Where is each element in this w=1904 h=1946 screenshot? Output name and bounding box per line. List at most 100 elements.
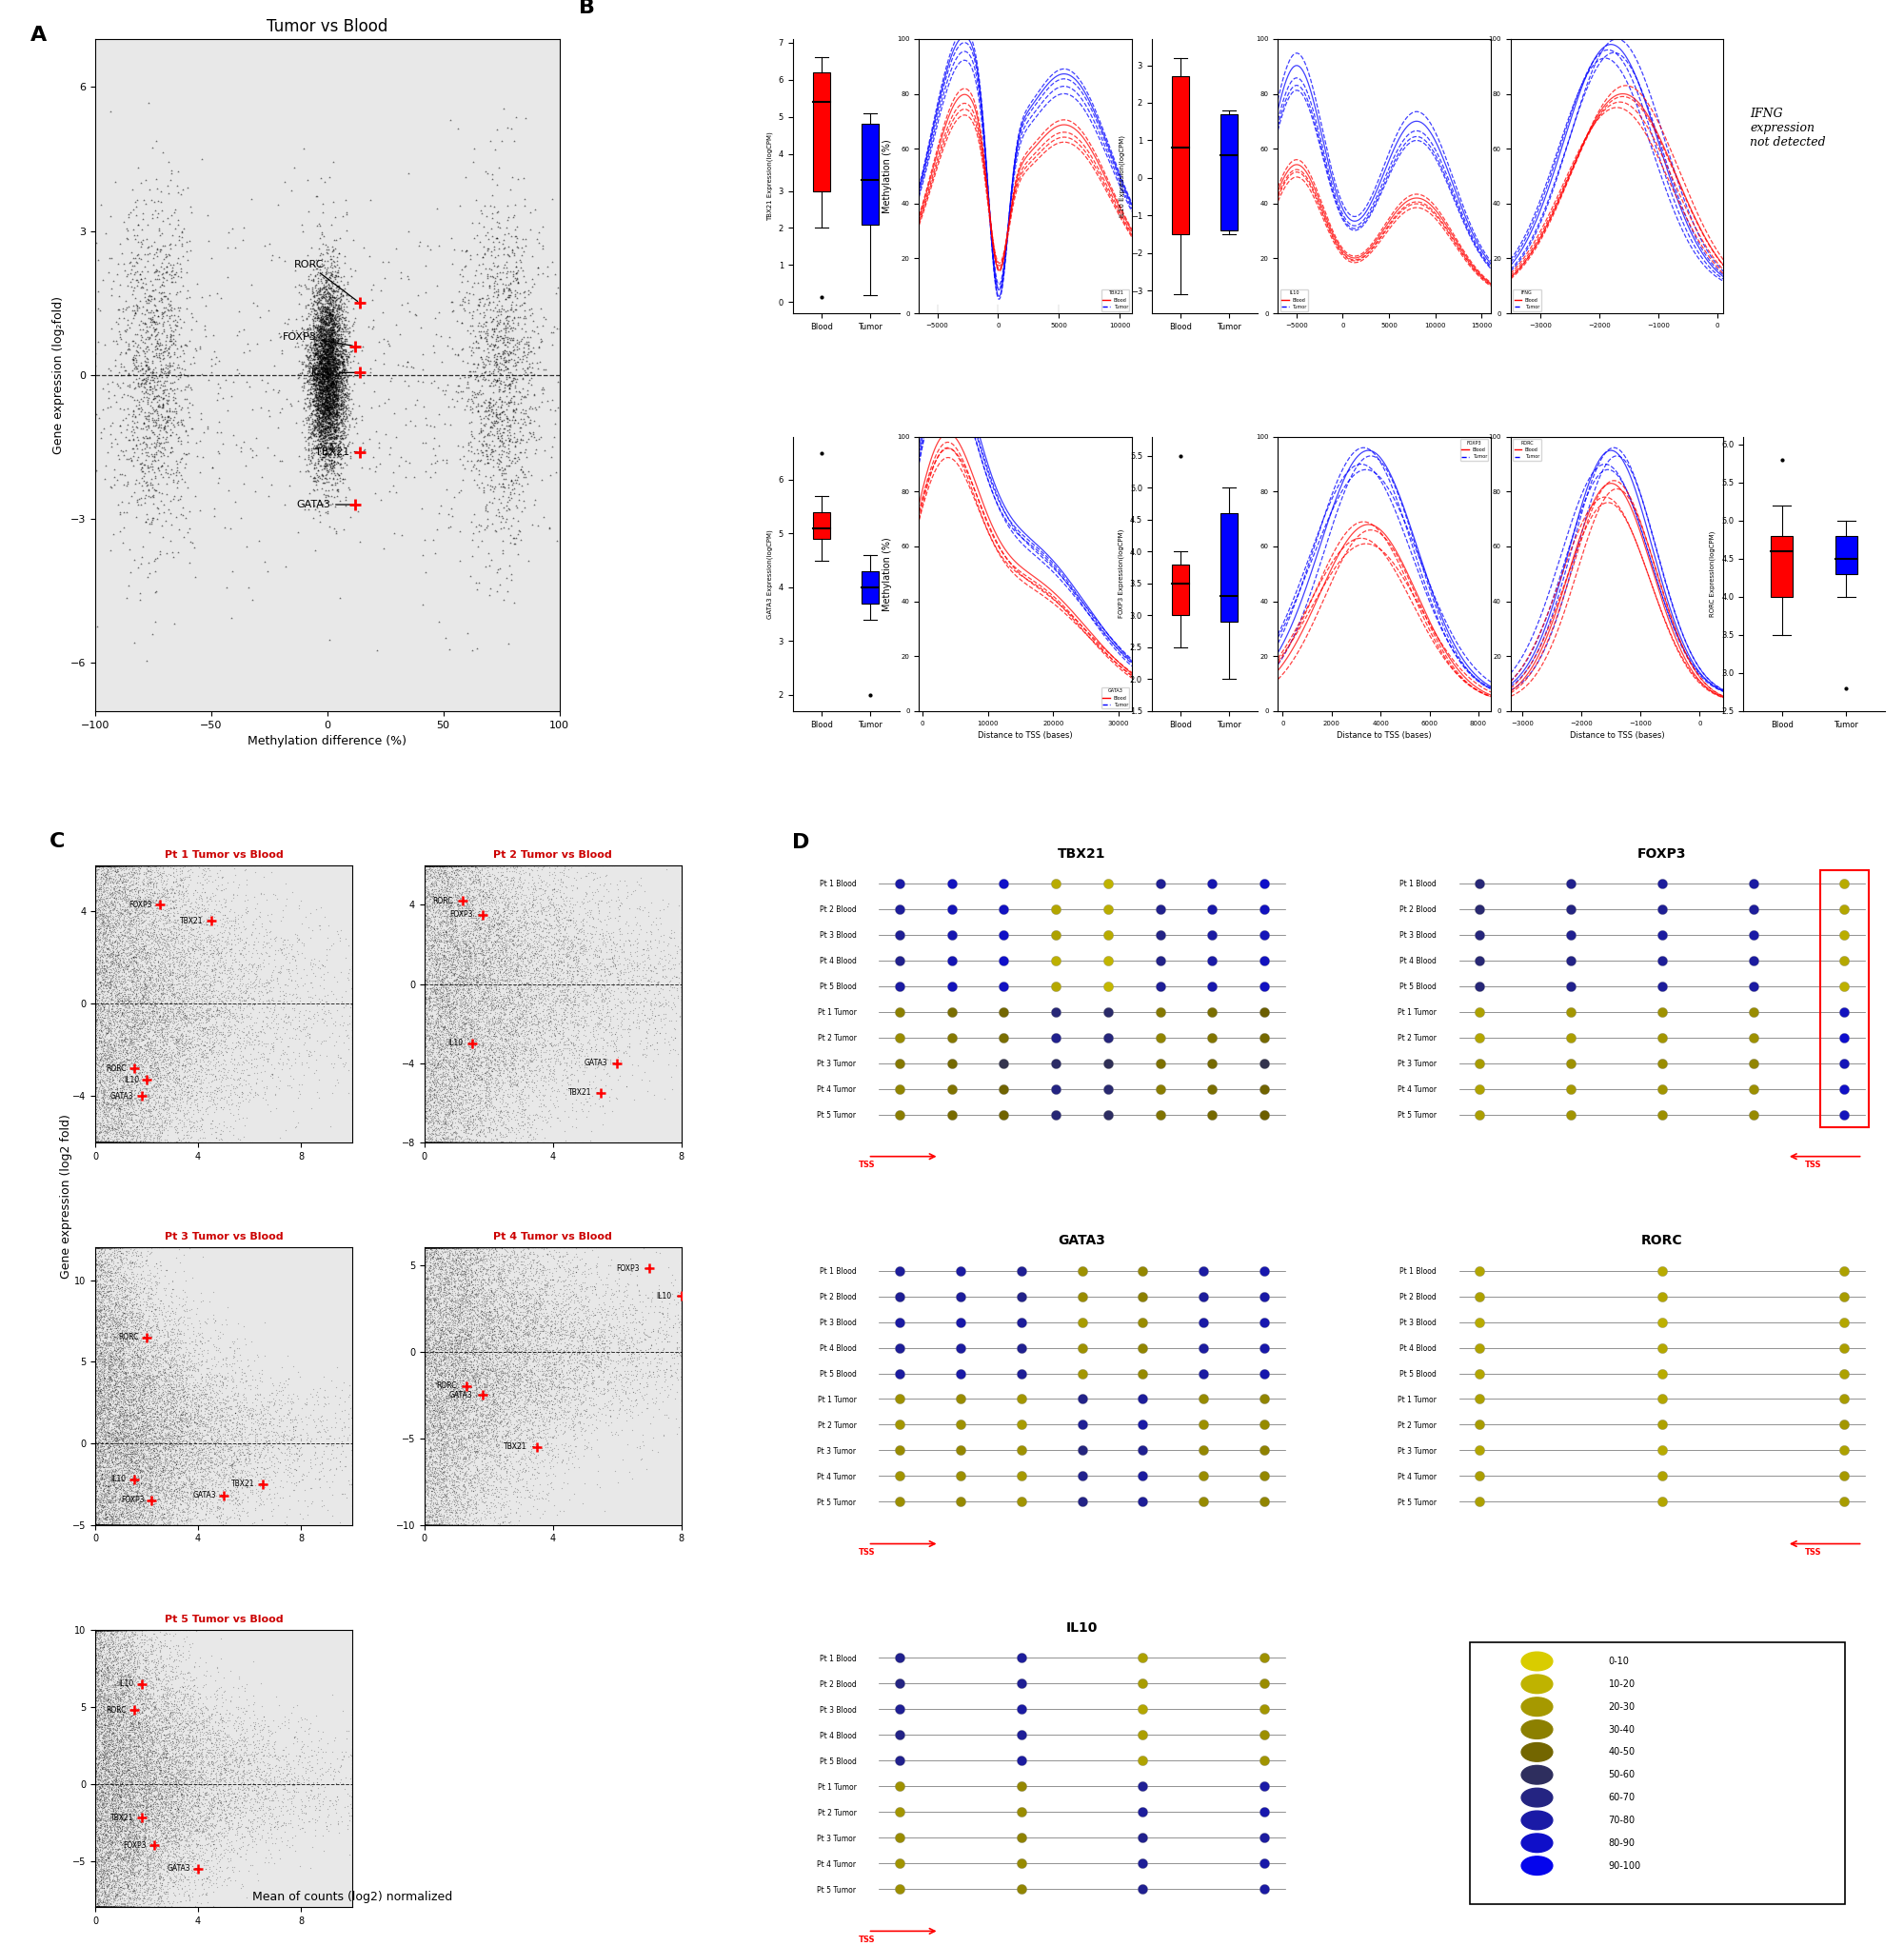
Point	[93, 1409, 124, 1440]
Point	[124, 368, 154, 399]
Point	[84, 919, 114, 950]
Point	[564, 1442, 594, 1473]
Point	[166, 876, 196, 907]
Point	[417, 1500, 447, 1532]
Point	[143, 1010, 173, 1041]
Point	[543, 1403, 573, 1434]
Point	[133, 994, 164, 1026]
Point	[421, 882, 451, 913]
Point	[143, 1354, 173, 1386]
Point	[118, 991, 149, 1022]
Point	[510, 1442, 541, 1473]
Point	[426, 850, 457, 882]
Point	[444, 959, 474, 991]
Point	[227, 1401, 257, 1432]
Point	[295, 948, 326, 979]
Point	[425, 882, 455, 913]
Point	[506, 989, 537, 1020]
Point	[175, 374, 206, 405]
Point	[80, 1127, 110, 1158]
Point	[428, 1061, 459, 1092]
Point	[537, 940, 567, 971]
Point	[99, 1802, 129, 1833]
Point	[312, 387, 343, 418]
Point	[251, 919, 282, 950]
Point	[120, 1446, 150, 1477]
Point	[444, 1510, 474, 1541]
Point	[169, 1477, 200, 1508]
Point	[480, 952, 510, 983]
Point	[93, 1374, 124, 1405]
Point	[122, 1821, 152, 1853]
Point	[430, 1279, 461, 1310]
Point	[103, 1465, 133, 1496]
Point	[1249, 996, 1279, 1027]
Point	[143, 1232, 173, 1263]
Point	[308, 300, 339, 331]
Point	[118, 1352, 149, 1384]
Point	[409, 1232, 440, 1263]
Point	[84, 1510, 114, 1541]
Point	[158, 1510, 188, 1541]
Point	[409, 850, 440, 882]
Point	[430, 1294, 461, 1325]
Point	[126, 1240, 156, 1271]
Point	[112, 1510, 143, 1541]
Point	[118, 1510, 149, 1541]
Point	[449, 895, 480, 926]
Point	[93, 1387, 124, 1419]
Point	[423, 1127, 453, 1158]
Point	[114, 1127, 145, 1158]
Point	[310, 424, 341, 455]
Point	[88, 1627, 118, 1658]
Point	[307, 403, 337, 434]
Point	[118, 1878, 149, 1909]
Point	[120, 1892, 150, 1923]
Point	[327, 352, 358, 383]
Point	[97, 1090, 128, 1121]
Point	[417, 1288, 447, 1319]
Point	[101, 1510, 131, 1541]
Point	[84, 850, 114, 882]
Point	[455, 1423, 486, 1454]
Point	[326, 422, 356, 453]
Point	[512, 1292, 543, 1323]
Point	[107, 1833, 137, 1864]
Point	[234, 1816, 265, 1847]
Point	[457, 850, 487, 882]
Point	[91, 1127, 122, 1158]
Point	[141, 1718, 171, 1749]
Point	[124, 1510, 154, 1541]
Point	[103, 850, 133, 882]
Point	[139, 463, 169, 494]
Point	[173, 1831, 204, 1862]
Point	[166, 1510, 196, 1541]
Point	[451, 909, 482, 940]
Point	[135, 1049, 166, 1080]
Point	[162, 1127, 192, 1158]
Point	[120, 1892, 150, 1923]
Point	[86, 1781, 116, 1812]
Point	[482, 1302, 512, 1333]
Point	[571, 985, 602, 1016]
Point	[268, 1419, 299, 1450]
Point	[316, 356, 347, 387]
Point	[337, 1796, 367, 1827]
Point	[228, 1777, 259, 1808]
Point	[162, 1356, 192, 1387]
Point	[486, 1232, 516, 1263]
Point	[86, 1808, 116, 1839]
Point	[432, 1312, 463, 1343]
Point	[508, 1259, 539, 1290]
Point	[114, 1726, 145, 1757]
Point	[99, 1428, 129, 1460]
Point	[149, 1730, 179, 1761]
Point	[493, 1440, 524, 1471]
Point	[442, 1257, 472, 1288]
Point	[466, 1327, 497, 1358]
Point	[442, 1127, 472, 1158]
Point	[1830, 971, 1860, 1002]
Point	[415, 1407, 446, 1438]
Point	[474, 913, 505, 944]
Point	[316, 409, 347, 440]
